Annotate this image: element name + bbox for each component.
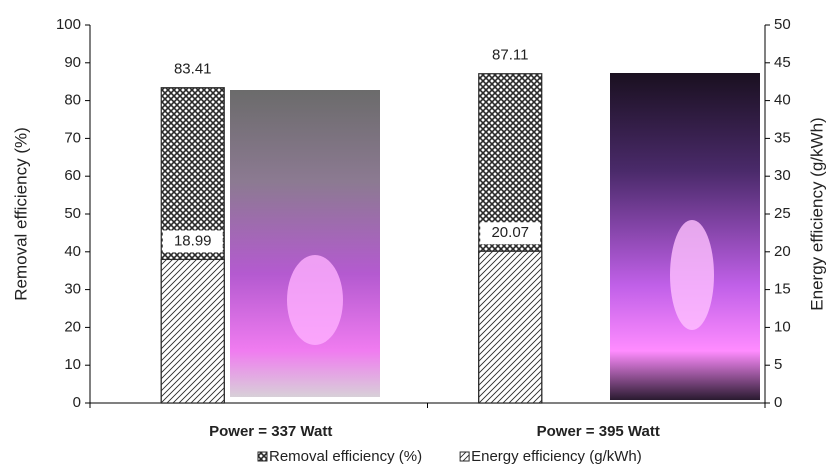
photo <box>230 90 380 397</box>
photo-flame <box>287 255 343 345</box>
chart: Removal efficiency (%) Energy efficiency… <box>0 0 832 468</box>
y-tick-label: 40 <box>64 243 81 260</box>
bar <box>161 259 224 403</box>
bar <box>479 251 542 403</box>
legend-label: Energy efficiency (g/kWh) <box>471 448 642 465</box>
data-label: 18.99 <box>174 232 212 249</box>
y-tick-label: 90 <box>64 54 81 71</box>
y-tick-label: 70 <box>64 129 81 146</box>
y2-tick-label: 35 <box>774 129 791 146</box>
data-label: 83.41 <box>174 61 212 78</box>
x-tick-label: Power = 395 Watt <box>537 423 660 440</box>
y2-axis-title: Energy efficiency (g/kWh) <box>807 117 826 310</box>
y-tick-label: 60 <box>64 167 81 184</box>
y-tick-label: 10 <box>64 356 81 373</box>
data-label: 87.11 <box>492 47 528 64</box>
x-tick-label: Power = 337 Watt <box>209 423 332 440</box>
y2-tick-label: 15 <box>774 281 791 298</box>
y-tick-label: 50 <box>64 205 81 222</box>
y2-tick-label: 10 <box>774 318 791 335</box>
y-tick-label: 20 <box>64 318 81 335</box>
y-tick-label: 30 <box>64 281 81 298</box>
y2-tick-label: 25 <box>774 205 791 222</box>
y-tick-label: 100 <box>56 16 81 33</box>
y2-tick-label: 45 <box>774 54 791 71</box>
y2-tick-label: 50 <box>774 16 791 33</box>
legend-label: Removal efficiency (%) <box>269 448 422 465</box>
y2-tick-label: 0 <box>774 394 782 411</box>
y2-tick-label: 40 <box>774 92 791 109</box>
legend-swatch <box>460 452 469 461</box>
legend-swatch <box>258 452 267 461</box>
y2-tick-label: 30 <box>774 167 791 184</box>
y-tick-label: 0 <box>73 394 81 411</box>
y2-tick-label: 5 <box>774 356 782 373</box>
photo-flame <box>670 220 714 330</box>
y-axis-title: Removal efficiency (%) <box>11 127 30 301</box>
y2-tick-label: 20 <box>774 243 791 260</box>
y-tick-label: 80 <box>64 92 81 109</box>
data-label: 20.07 <box>491 224 529 241</box>
